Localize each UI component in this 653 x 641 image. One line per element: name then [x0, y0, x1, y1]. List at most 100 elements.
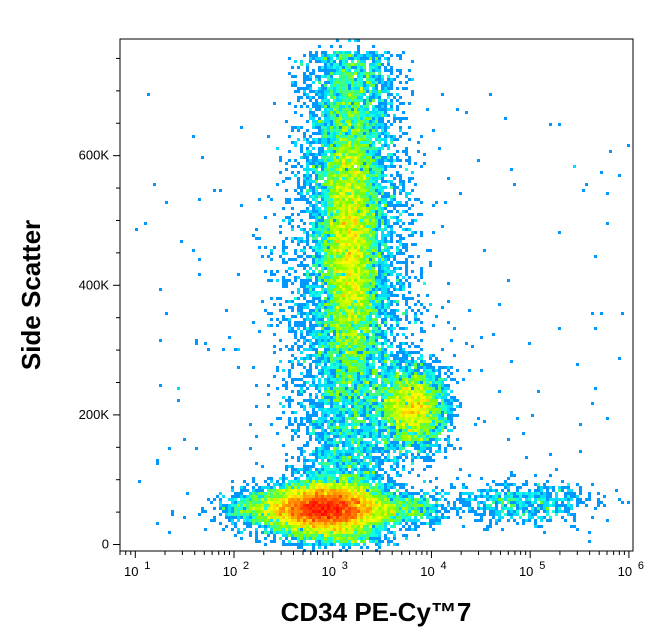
- density-dot: [321, 237, 324, 240]
- density-dot: [324, 345, 327, 348]
- density-dot: [378, 336, 381, 339]
- density-dot: [336, 345, 339, 348]
- density-dot: [369, 51, 372, 54]
- density-dot: [363, 102, 366, 105]
- density-dot: [312, 360, 315, 363]
- density-dot: [375, 330, 378, 333]
- density-dot: [318, 408, 321, 411]
- density-dot: [408, 432, 411, 435]
- density-dot: [387, 441, 390, 444]
- density-dot: [318, 45, 321, 48]
- density-dot: [417, 423, 420, 426]
- density-dot: [255, 237, 258, 240]
- density-dot: [336, 360, 339, 363]
- density-dot: [411, 384, 414, 387]
- density-dot: [330, 75, 333, 78]
- density-dot: [330, 303, 333, 306]
- density-dot: [354, 432, 357, 435]
- density-dot: [309, 396, 312, 399]
- density-dot: [348, 318, 351, 321]
- density-dot: [339, 111, 342, 114]
- density-dot: [351, 147, 354, 150]
- density-dot: [363, 237, 366, 240]
- density-dot: [447, 402, 450, 405]
- density-dot: [411, 417, 414, 420]
- density-dot: [348, 240, 351, 243]
- density-dot: [420, 429, 423, 432]
- density-dot: [369, 207, 372, 210]
- density-dot: [441, 384, 444, 387]
- density-dot: [351, 225, 354, 228]
- density-dot: [390, 183, 393, 186]
- density-dot: [327, 324, 330, 327]
- density-dot: [327, 426, 330, 429]
- density-dot: [405, 444, 408, 447]
- density-dot: [354, 336, 357, 339]
- density-dot: [354, 87, 357, 90]
- density-dot: [390, 180, 393, 183]
- density-dot: [333, 102, 336, 105]
- density-dot: [321, 261, 324, 264]
- density-dot: [393, 354, 396, 357]
- density-dot: [372, 399, 375, 402]
- density-dot: [360, 216, 363, 219]
- density-dot: [399, 429, 402, 432]
- density-dot: [432, 426, 435, 429]
- density-dot: [309, 369, 312, 372]
- density-dot: [330, 264, 333, 267]
- density-dot: [363, 195, 366, 198]
- density-dot: [351, 99, 354, 102]
- density-dot: [324, 186, 327, 189]
- density-dot: [345, 321, 348, 324]
- density-dot: [369, 375, 372, 378]
- density-dot: [357, 300, 360, 303]
- density-dot: [324, 129, 327, 132]
- density-dot: [429, 264, 432, 267]
- density-dot: [348, 285, 351, 288]
- density-dot: [348, 222, 351, 225]
- density-dot: [390, 399, 393, 402]
- density-dot: [339, 60, 342, 63]
- density-dot: [381, 156, 384, 159]
- density-dot: [339, 213, 342, 216]
- density-dot: [333, 465, 336, 468]
- density-dot: [357, 96, 360, 99]
- density-dot: [312, 375, 315, 378]
- density-dot: [363, 276, 366, 279]
- density-dot: [345, 243, 348, 246]
- density-dot: [330, 231, 333, 234]
- density-dot: [348, 114, 351, 117]
- density-dot: [378, 372, 381, 375]
- density-dot: [360, 201, 363, 204]
- density-dot: [390, 423, 393, 426]
- density-dot: [345, 369, 348, 372]
- density-dot: [324, 336, 327, 339]
- density-dot: [432, 405, 435, 408]
- density-dot: [318, 171, 321, 174]
- density-dot: [372, 456, 375, 459]
- density-dot: [363, 138, 366, 141]
- density-dot: [312, 246, 315, 249]
- density-dot: [372, 423, 375, 426]
- density-dot: [288, 420, 291, 423]
- density-dot: [453, 399, 456, 402]
- density-dot: [354, 66, 357, 69]
- density-dot: [354, 297, 357, 300]
- density-dot: [381, 282, 384, 285]
- density-dot: [375, 183, 378, 186]
- density-dot: [390, 405, 393, 408]
- density-dot: [213, 189, 216, 192]
- density-dot: [309, 375, 312, 378]
- density-dot: [369, 138, 372, 141]
- density-dot: [327, 204, 330, 207]
- density-dot: [339, 165, 342, 168]
- density-dot: [318, 453, 321, 456]
- density-dot: [273, 375, 276, 378]
- density-dot: [420, 399, 423, 402]
- density-dot: [627, 144, 630, 147]
- density-dot: [294, 198, 297, 201]
- density-dot: [432, 384, 435, 387]
- density-dot: [429, 384, 432, 387]
- density-dot: [396, 408, 399, 411]
- density-dot: [285, 345, 288, 348]
